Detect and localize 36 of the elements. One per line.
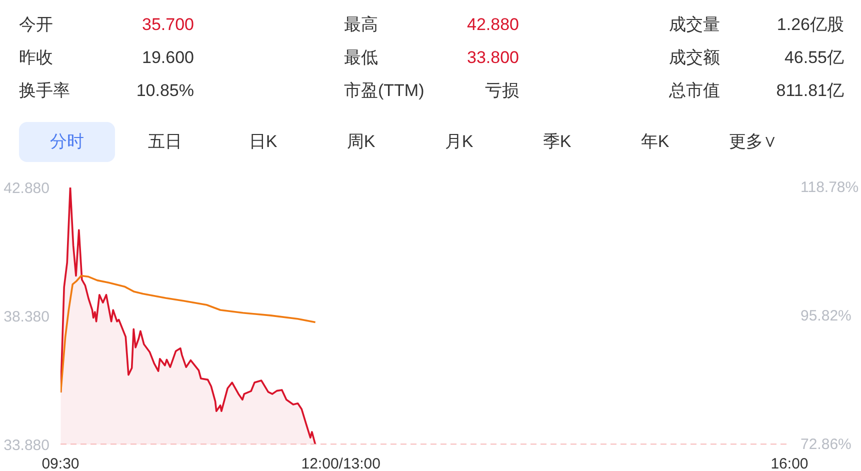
text: 46.55亿 bbox=[784, 47, 844, 70]
x-tick-label: 12:00/13:00 bbox=[301, 456, 381, 471]
text: 亏损 bbox=[485, 80, 519, 102]
text: 昨收 bbox=[19, 47, 53, 70]
text: 年K bbox=[640, 131, 670, 153]
y-tick-label: 33.880 bbox=[4, 437, 50, 454]
x-tick-label: 16:00 bbox=[770, 456, 808, 471]
text: 季K bbox=[542, 131, 572, 153]
text: 811.81亿 bbox=[776, 80, 844, 102]
y2-tick-label: 118.78% bbox=[800, 179, 859, 196]
text: 33.800 bbox=[467, 47, 519, 70]
text: 换手率 bbox=[19, 80, 70, 102]
y2-tick-label: 72.86% bbox=[800, 436, 852, 453]
text: 42.880 bbox=[467, 14, 519, 36]
y2-tick-label: 95.82% bbox=[800, 308, 852, 324]
text: 市盈(TTM) bbox=[344, 80, 424, 102]
text: 周K bbox=[346, 131, 376, 153]
text: 五日 bbox=[147, 131, 183, 153]
text: 更多∨ bbox=[728, 131, 778, 153]
text: 今开 bbox=[19, 14, 53, 36]
y-tick-label: 42.880 bbox=[4, 180, 50, 197]
text: 月K bbox=[444, 131, 474, 153]
text: 成交额 bbox=[669, 47, 720, 70]
text: 日K bbox=[248, 131, 278, 153]
x-tick-label: 09:30 bbox=[42, 456, 80, 471]
text: 总市值 bbox=[669, 80, 720, 102]
text: 19.600 bbox=[142, 47, 194, 70]
text: 最低 bbox=[344, 47, 378, 70]
text: 成交量 bbox=[669, 14, 720, 36]
text: 10.85% bbox=[136, 80, 194, 102]
line-series bbox=[60, 274, 316, 394]
text: 1.26亿股 bbox=[776, 14, 844, 36]
text: 最高 bbox=[344, 14, 378, 36]
text: 分时 bbox=[19, 122, 115, 162]
text: 35.700 bbox=[142, 14, 194, 36]
y-tick-label: 38.380 bbox=[4, 308, 50, 326]
